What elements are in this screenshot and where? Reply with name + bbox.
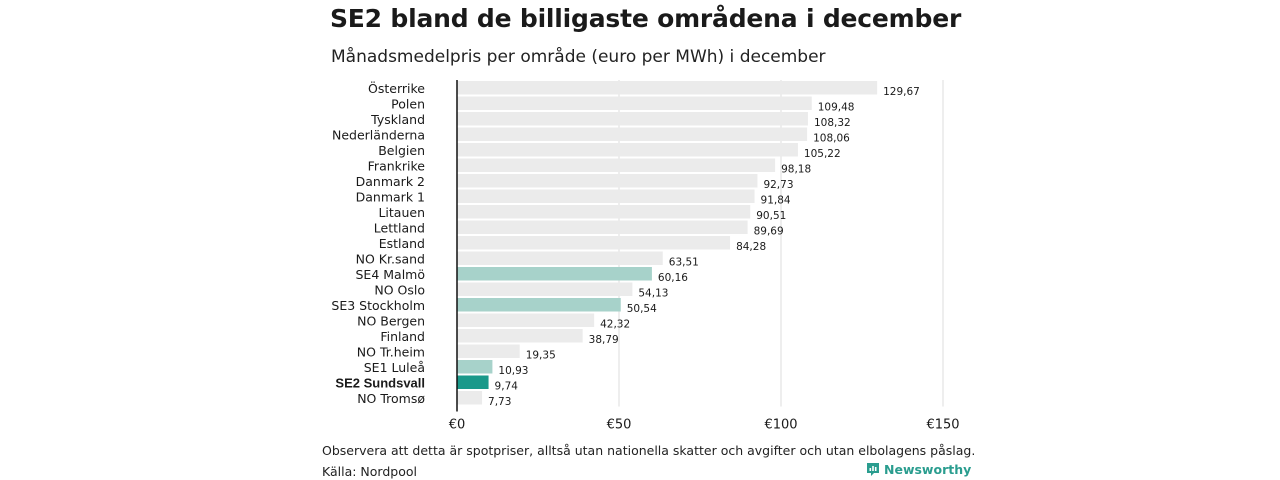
x-tick-label: €100 (764, 418, 797, 433)
newsworthy-brand[interactable]: Newsworthy (866, 462, 971, 477)
bar (457, 127, 808, 141)
category-label: Tyskland (370, 112, 425, 127)
category-label: SE1 Luleå (364, 360, 425, 375)
value-label: 60,16 (658, 272, 688, 284)
bar (457, 267, 652, 281)
category-label: SE3 Stockholm (331, 298, 425, 313)
bar (457, 220, 748, 234)
bar (457, 189, 755, 203)
category-label: Lettland (374, 220, 425, 235)
value-label: 109,48 (818, 101, 855, 113)
footnote: Observera att detta är spotpriser, allts… (322, 443, 976, 458)
category-label: Polen (391, 96, 425, 111)
category-label: SE2 Sundsvall (335, 375, 425, 390)
x-tick-label: €50 (607, 418, 632, 433)
bar (457, 344, 520, 358)
value-label: 7,73 (488, 396, 511, 408)
category-label: Frankrike (368, 158, 426, 173)
bar (457, 158, 776, 172)
newsworthy-logo-icon (867, 463, 879, 476)
value-label: 105,22 (804, 148, 841, 160)
value-label: 91,84 (761, 194, 791, 206)
value-label: 108,32 (814, 117, 851, 129)
bar (457, 282, 633, 296)
value-label: 19,35 (526, 349, 556, 361)
bar (457, 96, 812, 110)
bar (457, 112, 808, 126)
source-label: Källa: Nordpool (322, 464, 417, 479)
x-tick-label: €0 (449, 418, 466, 433)
value-label: 42,32 (600, 318, 630, 330)
value-label: 54,13 (638, 287, 668, 299)
chart-subtitle: Månadsmedelpris per område (euro per MWh… (331, 47, 826, 67)
value-label: 89,69 (754, 225, 784, 237)
category-label: Danmark 1 (356, 189, 425, 204)
category-label: NO Tromsø (357, 391, 425, 406)
bar (457, 205, 751, 219)
category-label: Nederländerna (332, 127, 425, 142)
value-label: 92,73 (763, 179, 793, 191)
bar (457, 174, 758, 188)
bar (457, 313, 595, 327)
bar (457, 298, 621, 312)
x-tick-label: €150 (926, 418, 959, 433)
bar (457, 391, 483, 405)
value-label: 9,74 (495, 380, 519, 392)
category-label: Österrike (368, 80, 425, 96)
bar (457, 81, 878, 95)
bar (457, 236, 731, 250)
bar (457, 329, 583, 343)
bar (457, 251, 663, 265)
value-label: 10,93 (498, 365, 528, 377)
category-label: NO Kr.sand (356, 251, 425, 266)
category-label: Litauen (378, 205, 425, 220)
value-label: 38,79 (589, 334, 619, 346)
value-label: 63,51 (669, 256, 699, 268)
chart-title: SE2 bland de billigaste områdena i decem… (330, 4, 962, 33)
value-label: 98,18 (781, 163, 811, 175)
value-label: 90,51 (756, 210, 786, 222)
value-label: 50,54 (627, 303, 657, 315)
category-label: Estland (379, 236, 425, 251)
bar (457, 360, 493, 374)
category-label: NO Bergen (357, 313, 425, 328)
value-label: 84,28 (736, 241, 766, 253)
category-label: Finland (380, 329, 425, 344)
brand-name: Newsworthy (884, 462, 972, 477)
category-label: NO Oslo (374, 282, 425, 297)
value-label: 108,06 (813, 132, 850, 144)
value-label: 129,67 (883, 86, 920, 98)
bar (457, 375, 489, 389)
category-label: NO Tr.heim (357, 344, 425, 359)
bar-chart: Österrike 129,67 Polen 109,48 Tyskland 108,32… (331, 80, 959, 433)
bar (457, 143, 798, 157)
category-label: SE4 Malmö (355, 267, 425, 282)
category-label: Belgien (378, 143, 425, 158)
category-label: Danmark 2 (356, 174, 425, 189)
